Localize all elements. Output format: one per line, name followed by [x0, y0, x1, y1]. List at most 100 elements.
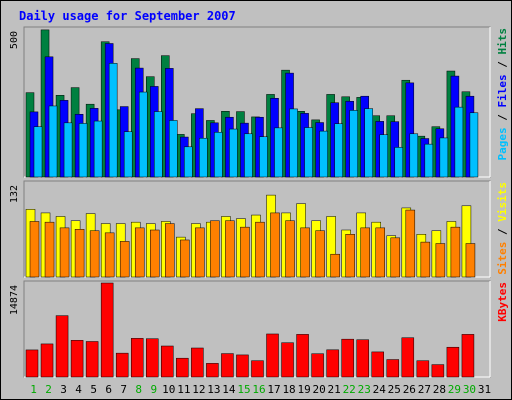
day-label-17: 17: [267, 383, 280, 396]
day-label-7: 7: [120, 383, 127, 396]
bar-sites-day-24: [375, 227, 385, 278]
bar-pages-day-26: [409, 133, 419, 178]
bar-pages-day-5: [93, 120, 103, 178]
day-label-11: 11: [177, 383, 190, 396]
bar-kbytes-day-19: [296, 334, 309, 378]
bar-kbytes-day-17: [266, 333, 279, 378]
panel-legend: KBytes: [496, 282, 509, 322]
bar-pages-day-1: [33, 126, 43, 178]
day-label-30: 30: [463, 383, 476, 396]
day-label-4: 4: [75, 383, 82, 396]
bar-pages-day-17: [274, 127, 283, 178]
bar-kbytes-day-27: [416, 360, 430, 378]
bar-kbytes-day-20: [311, 353, 324, 378]
day-label-8: 8: [135, 383, 142, 396]
bar-pages-day-11: [184, 146, 193, 178]
legend-entry: /: [496, 108, 509, 128]
day-label-25: 25: [388, 383, 401, 396]
bar-sites-day-13: [210, 220, 220, 278]
bar-pages-day-4: [78, 123, 88, 178]
bar-sites-day-15: [240, 226, 250, 278]
bar-kbytes-day-1: [25, 349, 39, 378]
bar-sites-day-11: [180, 239, 190, 278]
day-label-10: 10: [162, 383, 175, 396]
day-label-29: 29: [448, 383, 461, 396]
bar-sites-day-22: [345, 234, 355, 278]
day-label-5: 5: [90, 383, 97, 396]
bar-sites-day-25: [390, 237, 401, 278]
day-label-26: 26: [403, 383, 416, 396]
bar-sites-day-3: [59, 227, 70, 278]
bar-kbytes-day-16: [251, 360, 264, 378]
bar-pages-day-3: [63, 122, 73, 178]
bar-kbytes-day-9: [146, 338, 159, 378]
panel-legend: Sites / Visits: [496, 182, 509, 275]
bar-pages-day-18: [289, 108, 298, 178]
bar-kbytes-day-8: [130, 338, 144, 378]
day-label-27: 27: [418, 383, 431, 396]
axis-max-label: 132: [9, 185, 20, 203]
bar-kbytes-day-24: [371, 351, 384, 378]
graph-title: Daily usage for September 2007: [19, 9, 236, 23]
day-label-31: 31: [478, 383, 491, 396]
day-label-22: 22: [343, 383, 356, 396]
bar-sites-day-16: [255, 221, 265, 278]
bar-pages-day-19: [304, 127, 313, 178]
bar-sites-day-2: [44, 221, 55, 278]
bar-sites-day-9: [150, 229, 160, 278]
bar-pages-day-25: [394, 147, 404, 178]
day-label-15: 15: [237, 383, 250, 396]
legend-entry: Sites: [496, 242, 509, 275]
bar-pages-day-22: [349, 110, 358, 178]
bar-kbytes-day-18: [281, 342, 294, 378]
day-label-9: 9: [150, 383, 157, 396]
bar-pages-day-28: [439, 137, 449, 178]
bar-kbytes-day-7: [115, 352, 129, 378]
bar-pages-day-13: [214, 132, 223, 178]
day-label-21: 21: [328, 383, 341, 396]
bar-pages-day-24: [379, 134, 388, 178]
bar-pages-day-6: [108, 63, 118, 178]
legend-entry: Visits: [496, 182, 509, 222]
bar-kbytes-day-10: [161, 345, 174, 378]
bar-sites-day-30: [465, 243, 476, 278]
bar-kbytes-day-12: [191, 347, 204, 378]
bar-sites-day-4: [74, 229, 85, 278]
bar-kbytes-day-14: [221, 353, 234, 378]
bar-sites-day-1: [29, 221, 40, 278]
bar-sites-day-18: [285, 220, 295, 278]
axis-max-label: 14874: [9, 285, 20, 315]
bar-sites-day-8: [134, 227, 145, 278]
bar-sites-day-17: [270, 212, 280, 278]
day-label-1: 1: [30, 383, 37, 396]
bar-sites-day-19: [300, 227, 310, 278]
bar-sites-day-7: [119, 241, 130, 278]
bar-pages-day-20: [319, 130, 328, 178]
bar-kbytes-day-11: [176, 357, 189, 378]
bar-kbytes-day-30: [461, 334, 475, 378]
panel-visits_sites: 132 Sites / Visits: [9, 180, 509, 278]
day-label-12: 12: [192, 383, 205, 396]
legend-entry: /: [496, 222, 509, 242]
bar-sites-day-21: [330, 253, 340, 278]
bar-sites-day-10: [165, 223, 175, 278]
bar-kbytes-day-29: [446, 346, 460, 378]
legend-entry: Hits: [496, 28, 509, 55]
day-label-3: 3: [60, 383, 67, 396]
bar-pages-day-7: [123, 131, 133, 178]
bar-kbytes-day-3: [55, 315, 69, 378]
day-label-18: 18: [282, 383, 295, 396]
day-label-14: 14: [222, 383, 236, 396]
bar-sites-day-26: [405, 209, 416, 278]
legend-entry: /: [496, 55, 509, 75]
bar-kbytes-day-6: [100, 282, 114, 378]
bar-pages-day-8: [138, 91, 148, 178]
bar-pages-day-21: [334, 123, 343, 178]
bar-kbytes-day-13: [206, 363, 219, 378]
panel-kbytes: 14874 KBytes: [9, 280, 509, 378]
day-label-28: 28: [433, 383, 446, 396]
panel-hits_files_pages: 500 Pages / Files / Hits: [9, 26, 509, 178]
day-label-2: 2: [45, 383, 52, 396]
bar-kbytes-day-21: [326, 349, 339, 378]
